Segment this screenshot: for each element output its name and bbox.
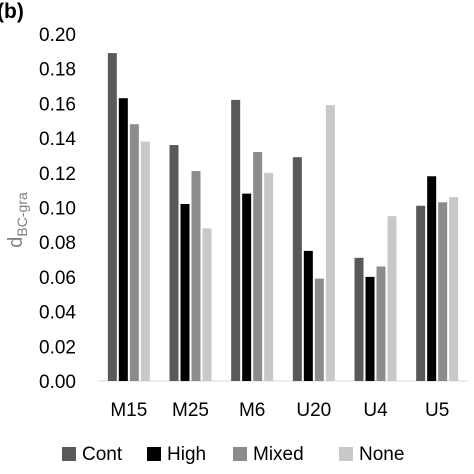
bar-cont-u20 bbox=[292, 157, 302, 381]
x-tick-label: M15 bbox=[110, 400, 147, 421]
y-tick-label: 0.14 bbox=[39, 129, 76, 150]
legend-label-mixed: Mixed bbox=[253, 444, 304, 465]
legend-swatch-none bbox=[339, 447, 353, 461]
bar-none-u20 bbox=[325, 105, 335, 381]
x-tick-label: U20 bbox=[296, 400, 331, 421]
bar-none-u4 bbox=[387, 216, 397, 381]
y-tick-label: 0.12 bbox=[39, 164, 76, 185]
y-tick-label: 0.02 bbox=[39, 337, 76, 358]
bar-mixed-u20 bbox=[314, 278, 324, 381]
y-tick-label: 0.04 bbox=[39, 303, 76, 324]
bar-cont-m15 bbox=[107, 53, 117, 382]
bar-high-m15 bbox=[118, 98, 128, 381]
bar-high-u20 bbox=[303, 250, 313, 381]
legend-label-cont: Cont bbox=[82, 444, 123, 465]
y-tick-label: 0.18 bbox=[39, 60, 76, 81]
legend-label-high: High bbox=[167, 444, 206, 465]
x-tick-labels: M15 M25 M6 U20 U4 U5 bbox=[110, 400, 449, 421]
legend-swatch-mixed bbox=[233, 447, 247, 461]
y-tick-labels: 0.00 0.02 0.04 0.06 0.08 0.10 0.12 0.14 0.16 0.18… bbox=[39, 25, 76, 393]
bar-cont-u5 bbox=[416, 205, 426, 381]
bar-cont-u4 bbox=[354, 257, 364, 381]
y-axis-label: dBC-gra bbox=[5, 192, 30, 248]
bar-high-u4 bbox=[365, 276, 375, 381]
bar-mixed-u5 bbox=[438, 202, 448, 381]
legend: Cont High Mixed None bbox=[62, 444, 404, 465]
y-tick-label: 0.20 bbox=[39, 25, 76, 46]
bar-high-m25 bbox=[180, 204, 190, 381]
x-tick-label: M6 bbox=[239, 400, 265, 421]
legend-label-none: None bbox=[359, 444, 404, 465]
bar-high-u5 bbox=[427, 176, 437, 381]
legend-swatch-high bbox=[147, 447, 161, 461]
bars-group bbox=[107, 53, 459, 382]
x-tick-label: U5 bbox=[425, 400, 449, 421]
y-tick-label: 0.00 bbox=[39, 372, 76, 393]
bar-cont-m6 bbox=[231, 99, 241, 382]
y-tick-label: 0.08 bbox=[39, 233, 76, 254]
bar-cont-m25 bbox=[169, 145, 179, 381]
panel-label: (b) bbox=[0, 0, 24, 23]
x-tick-label: U4 bbox=[363, 400, 388, 421]
y-axis-label-subscript: BC-gra bbox=[14, 192, 30, 237]
y-tick-label: 0.10 bbox=[39, 199, 76, 220]
bar-mixed-u4 bbox=[376, 266, 386, 381]
bar-none-m15 bbox=[140, 141, 150, 381]
legend-swatch-cont bbox=[62, 447, 76, 461]
bar-high-m6 bbox=[242, 193, 252, 381]
bar-none-m6 bbox=[264, 172, 274, 381]
x-tick-label: M25 bbox=[172, 400, 209, 421]
y-tick-label: 0.16 bbox=[39, 94, 76, 115]
bar-mixed-m25 bbox=[191, 171, 201, 381]
y-axis-label-main: d bbox=[5, 237, 27, 248]
bar-none-u5 bbox=[449, 197, 459, 381]
bar-mixed-m6 bbox=[253, 151, 263, 381]
y-tick-label: 0.06 bbox=[39, 268, 76, 289]
bar-none-m25 bbox=[202, 228, 212, 381]
bar-mixed-m15 bbox=[129, 124, 139, 381]
